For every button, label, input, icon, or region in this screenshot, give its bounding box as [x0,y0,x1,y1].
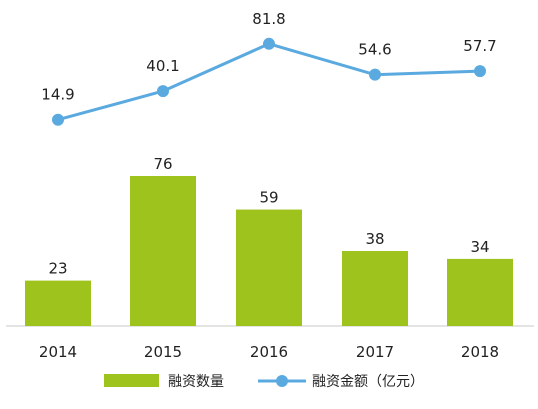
bar-2016 [236,209,302,326]
legend-bar-swatch [104,374,159,387]
line-value-label-2017: 54.6 [358,41,391,59]
bar-2017 [342,251,408,326]
bar-value-label-2018: 34 [470,238,489,256]
line-point-2016 [263,37,275,50]
bar-value-label-2016: 59 [259,189,278,207]
line-point-2014 [52,113,64,126]
bar-2015 [130,176,196,326]
x-tick-label-2015: 2015 [144,343,182,361]
legend-line-label: 融资金额（亿元） [312,374,424,390]
line-point-2018 [474,65,486,78]
line-value-label-2016: 81.8 [252,10,285,28]
legend-line-marker [276,375,288,387]
bar-value-label-2015: 76 [153,155,172,173]
line-point-2015 [157,85,169,98]
line-value-label-2018: 57.7 [463,37,496,55]
bar-value-label-2014: 23 [48,260,67,278]
line-point-2017 [369,68,381,81]
bar-2018 [447,258,513,326]
bar-2014 [25,280,91,326]
x-tick-label-2018: 2018 [461,343,499,361]
line-path [57,42,481,122]
line-layer [52,37,486,126]
bar-labels-layer: 23 76 59 38 34 [48,155,489,278]
bars-layer [25,176,513,326]
x-tick-label-2016: 2016 [250,343,288,361]
line-labels-layer: 14.9 40.1 81.8 54.6 57.7 [41,10,496,104]
x-tick-label-2017: 2017 [356,343,394,361]
legend: 融资数量 融资金额（亿元） [104,374,424,390]
x-tick-labels: 2014 2015 2016 2017 2018 [39,343,499,361]
line-value-label-2015: 40.1 [146,57,179,75]
x-tick-label-2014: 2014 [39,343,77,361]
legend-bar-label: 融资数量 [168,374,224,390]
bar-value-label-2017: 38 [365,230,384,248]
line-value-label-2014: 14.9 [41,86,74,104]
